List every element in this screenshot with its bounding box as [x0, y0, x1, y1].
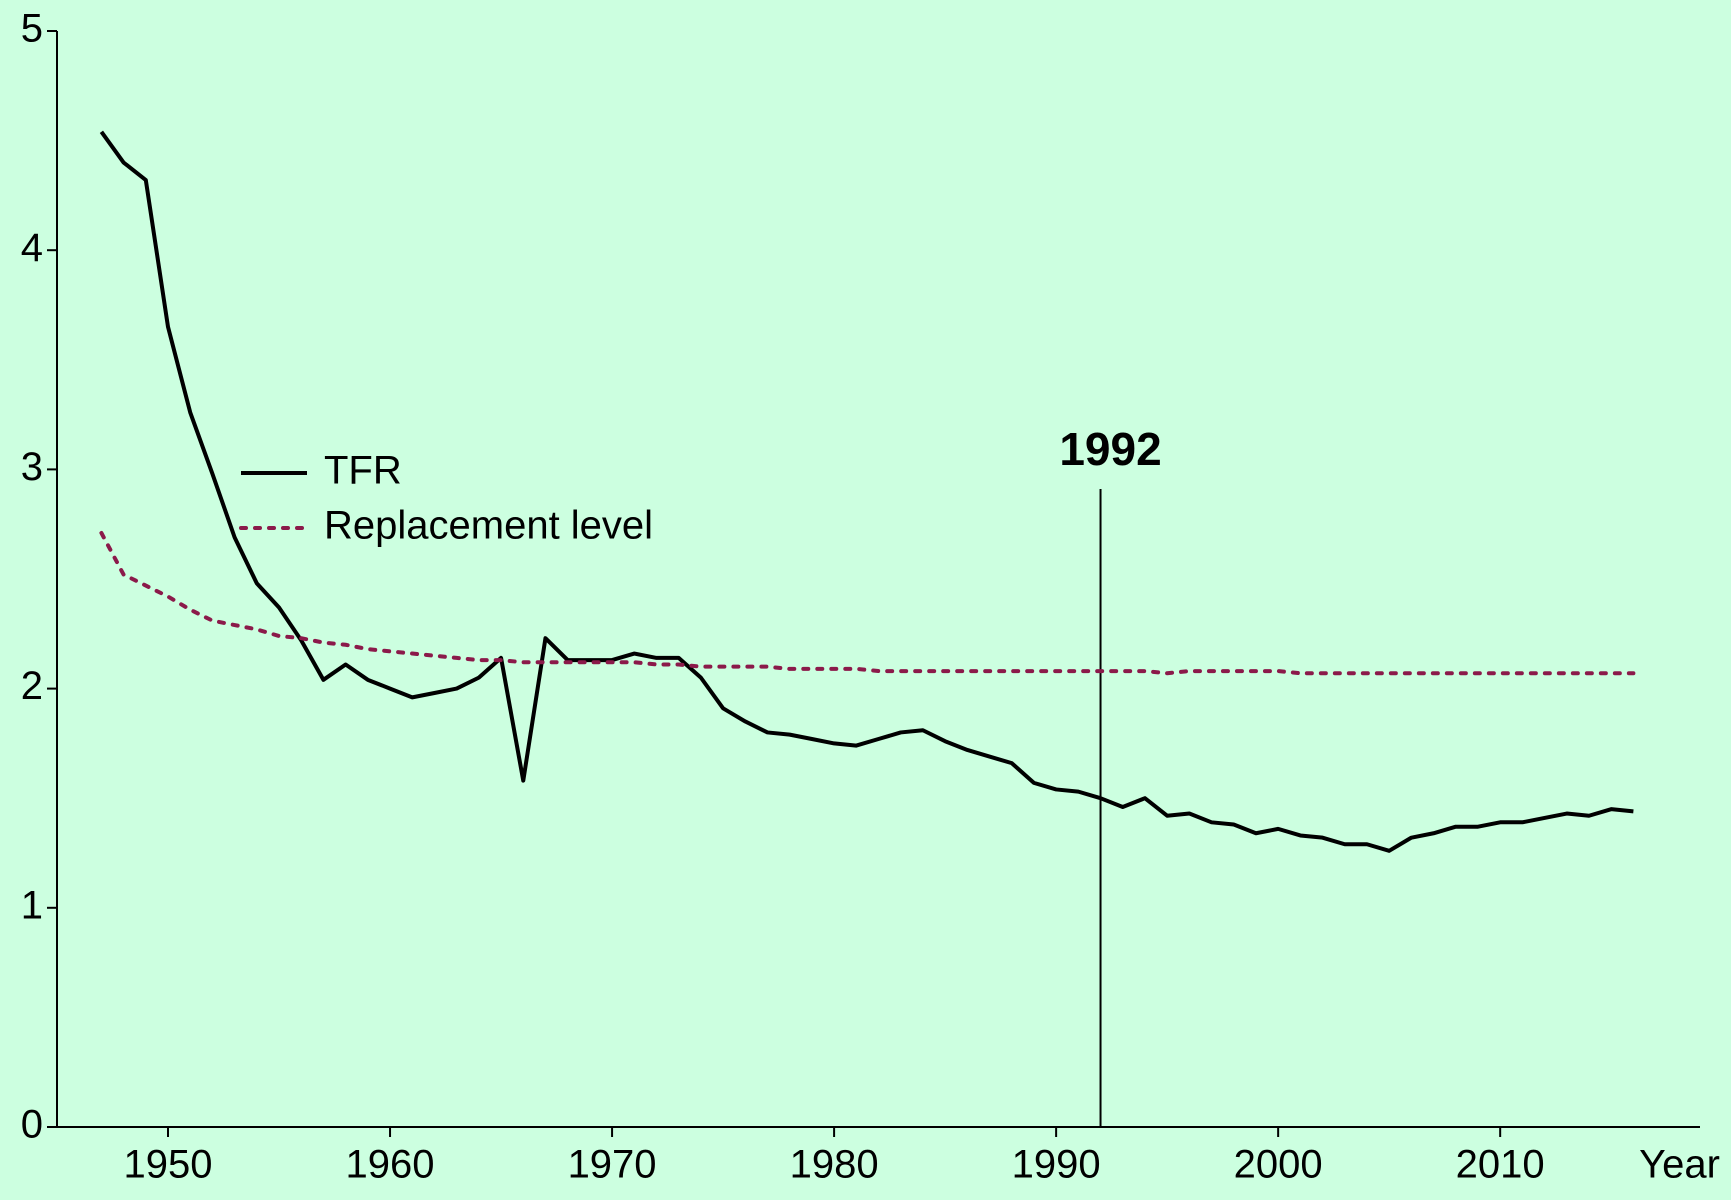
line-series — [99, 530, 1636, 676]
x-tick-label: 1990 — [1012, 1143, 1101, 1187]
y-tick-label: 4 — [21, 226, 43, 270]
annotation-label: 1992 — [1059, 423, 1161, 475]
x-tick-label: 2010 — [1456, 1143, 1545, 1187]
y-tick-label: 3 — [21, 445, 43, 489]
line-series — [99, 130, 1634, 853]
y-tick-label: 0 — [21, 1103, 43, 1147]
y-tick-label: 2 — [21, 664, 43, 708]
x-tick-label: 1950 — [124, 1143, 213, 1187]
x-tick-label: 1960 — [346, 1143, 435, 1187]
x-tick-label: 1970 — [568, 1143, 657, 1187]
y-tick-label: 1 — [21, 883, 43, 927]
x-tick-label: 2000 — [1234, 1143, 1323, 1187]
legend-label: TFR — [324, 449, 402, 493]
y-tick-label: 5 — [21, 7, 43, 51]
x-axis-label: Year — [1639, 1143, 1720, 1187]
legend-label: Replacement level — [324, 504, 653, 548]
x-tick-label: 1980 — [790, 1143, 879, 1187]
